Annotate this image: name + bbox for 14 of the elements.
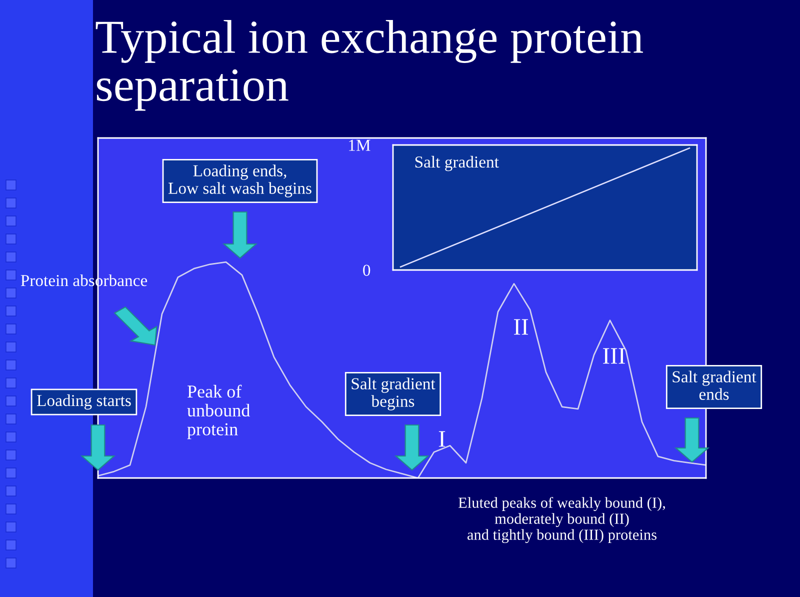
text: Eluted peaks of weakly bound (I), moderately bound (II) and tightly bound (III) proteins xyxy=(458,496,665,544)
annotation: I xyxy=(438,431,446,447)
y-tick-label: 0 xyxy=(363,264,370,276)
y-tick-label: 1M xyxy=(349,140,370,151)
annotation: Salt gradient begins xyxy=(352,378,436,410)
annotation: Loading starts xyxy=(37,394,131,410)
chart-title: Typical ion exchange protein separation xyxy=(96,20,644,111)
annotation: Peak of unbound protein xyxy=(187,384,250,440)
annotation: III xyxy=(603,348,625,364)
text: Loading ends, Low salt wash begins xyxy=(168,164,312,198)
text: Salt gradient xyxy=(415,156,499,172)
annotation: II xyxy=(514,319,528,335)
annotation: Salt gradient ends xyxy=(672,370,756,400)
line-series xyxy=(400,147,690,268)
